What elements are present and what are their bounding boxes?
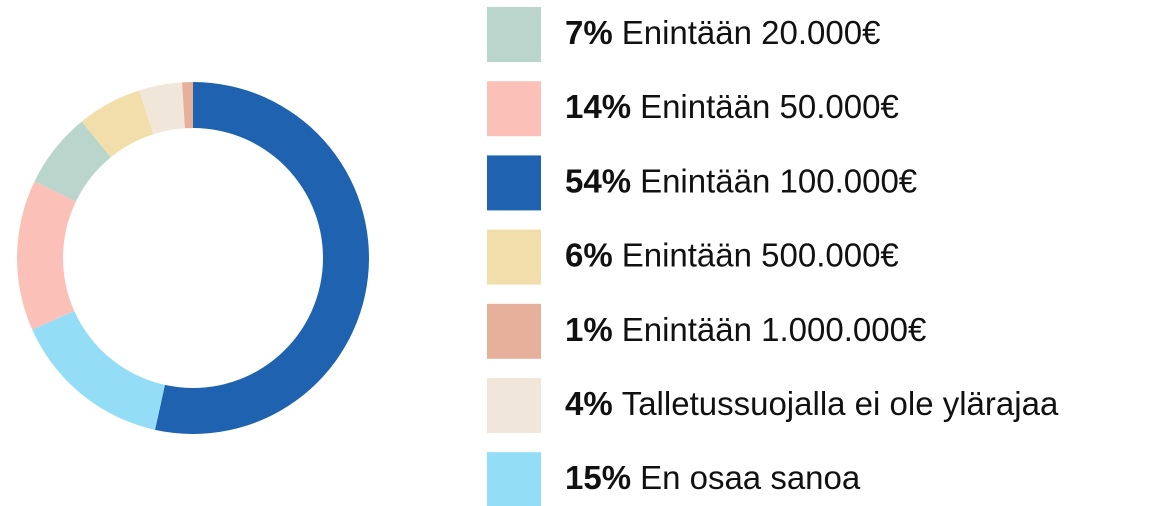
legend-label: 4% Talletussuojalla ei ole ylärajaa bbox=[565, 385, 1059, 422]
donut-segment bbox=[154, 82, 369, 434]
legend-label: 15% En osaa sanoa bbox=[565, 459, 861, 496]
legend-value: 6% bbox=[565, 236, 613, 273]
legend-label: 6% Enintään 500.000€ bbox=[565, 236, 899, 273]
legend-swatch bbox=[487, 7, 541, 62]
donut-segment bbox=[32, 310, 165, 430]
donut-segment bbox=[139, 82, 185, 135]
legend-value: 15% bbox=[565, 459, 631, 496]
legend-swatch bbox=[487, 378, 541, 433]
legend-swatch bbox=[487, 81, 541, 137]
legend-category: En osaa sanoa bbox=[640, 459, 861, 496]
legend-category: Enintään 20.000€ bbox=[622, 14, 881, 51]
donut-segment bbox=[182, 82, 193, 129]
legend-value: 14% bbox=[565, 88, 631, 125]
legend-category: Enintään 100.000€ bbox=[640, 162, 917, 199]
legend-value: 7% bbox=[565, 14, 613, 51]
legend-category: Enintään 500.000€ bbox=[622, 236, 899, 273]
legend-value: 54% bbox=[565, 162, 631, 199]
donut-segment bbox=[17, 181, 76, 330]
legend-swatch bbox=[487, 155, 541, 211]
legend-value: 4% bbox=[565, 385, 613, 422]
legend-category: Enintään 50.000€ bbox=[640, 88, 899, 125]
legend-label: 7% Enintään 20.000€ bbox=[565, 14, 880, 51]
legend-swatch bbox=[487, 452, 541, 506]
legend-category: Enintään 1.000.000€ bbox=[622, 311, 927, 348]
legend-category: Talletussuojalla ei ole ylärajaa bbox=[622, 385, 1059, 422]
legend-swatch bbox=[487, 303, 541, 359]
donut-segment bbox=[34, 121, 111, 202]
legend-label: 1% Enintään 1.000.000€ bbox=[565, 311, 926, 348]
legend-swatch bbox=[487, 229, 541, 285]
legend-value: 1% bbox=[565, 311, 613, 348]
donut-segment bbox=[81, 90, 154, 158]
legend-label: 54% Enintään 100.000€ bbox=[565, 162, 917, 199]
legend-label: 14% Enintään 50.000€ bbox=[565, 88, 899, 125]
